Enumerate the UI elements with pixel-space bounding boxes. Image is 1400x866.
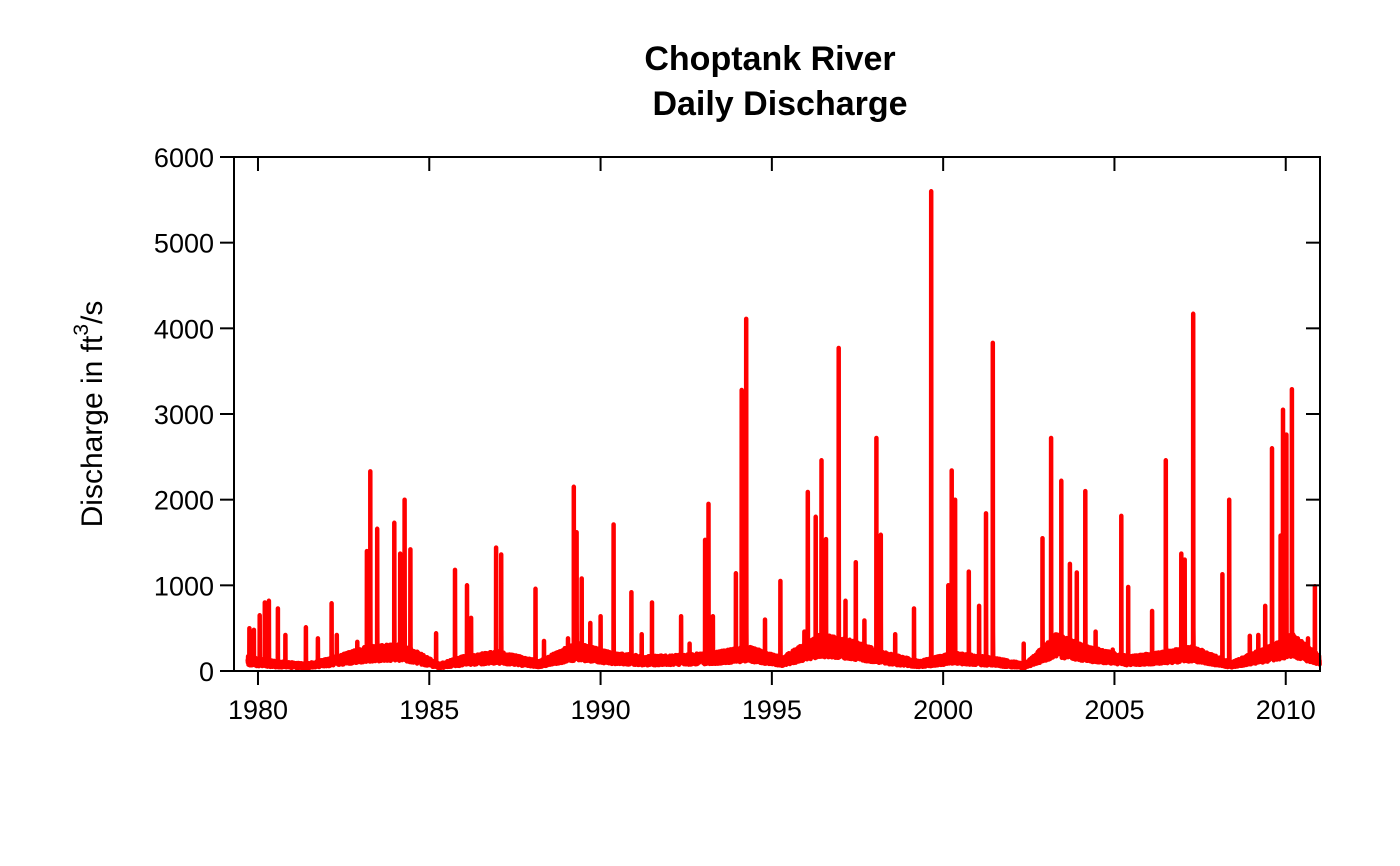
chart-title: Choptank River — [644, 40, 895, 78]
y-tick-label: 1000 — [154, 571, 214, 601]
y-tick-label: 5000 — [154, 229, 214, 259]
plot-frame — [233, 156, 1321, 672]
y-axis-label: Discharge in ft3/s — [70, 301, 109, 528]
series-layer — [245, 189, 1322, 671]
x-tick-label: 2010 — [1256, 695, 1316, 725]
y-tick-label: 6000 — [154, 143, 214, 173]
y-tick-label: 3000 — [154, 400, 214, 430]
y-axis-label-superscript: 3 — [70, 324, 93, 336]
svg-text:Discharge in ft3/s: Discharge in ft3/s — [70, 301, 109, 528]
y-axis-label-text: Discharge in ft — [76, 335, 109, 527]
y-axis: 0 1000 2000 3000 4000 5000 6000 — [154, 143, 1320, 687]
x-tick-label: 1995 — [742, 695, 802, 725]
x-tick-label: 1990 — [571, 695, 631, 725]
chart-subtitle: Daily Discharge — [652, 85, 907, 123]
discharge-series-line — [245, 189, 1322, 671]
y-tick-label: 4000 — [154, 314, 214, 344]
x-tick-label: 1980 — [228, 695, 288, 725]
y-tick-label: 0 — [199, 657, 214, 687]
y-tick-label: 2000 — [154, 486, 214, 516]
x-tick-label: 2005 — [1084, 695, 1144, 725]
x-tick-label: 2000 — [913, 695, 973, 725]
y-axis-label-suffix: /s — [76, 301, 109, 324]
x-tick-label: 1985 — [399, 695, 459, 725]
x-axis: 1980 1985 1990 1995 2000 2005 2010 — [228, 157, 1316, 725]
